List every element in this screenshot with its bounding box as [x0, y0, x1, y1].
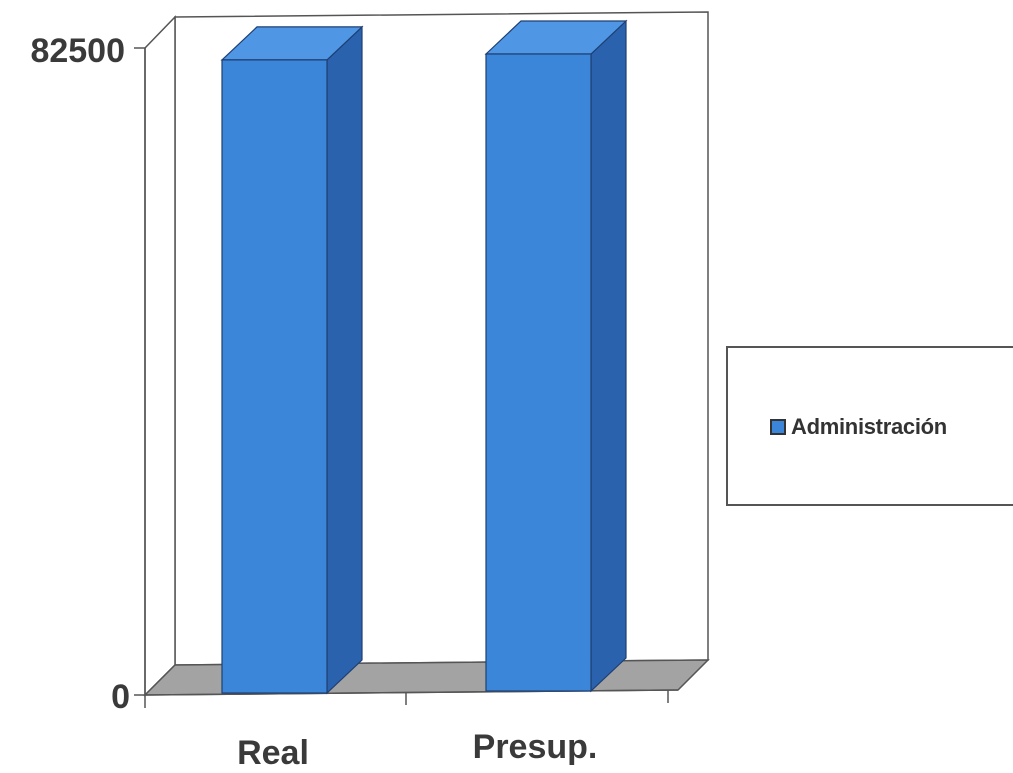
- bar-side-face: [326, 25, 363, 695]
- bar-side-face: [590, 19, 627, 693]
- side-wall: [144, 15, 176, 697]
- bars-group: [220, 19, 628, 695]
- x-category-label-presup: Presup.: [473, 728, 598, 766]
- y-tick-label-min: 0: [111, 678, 130, 716]
- legend: Administración: [726, 346, 1013, 506]
- x-category-label-real: Real: [237, 734, 309, 772]
- bar-presup: [484, 19, 628, 693]
- legend-label: Administración: [791, 414, 947, 439]
- bar-front-face: [221, 59, 328, 694]
- legend-entry-administracion: Administración: [770, 414, 947, 440]
- bar-front-face: [485, 53, 592, 692]
- y-tick-label-max: 82500: [30, 32, 125, 70]
- bar-real: [220, 25, 364, 695]
- legend-swatch: [770, 419, 786, 435]
